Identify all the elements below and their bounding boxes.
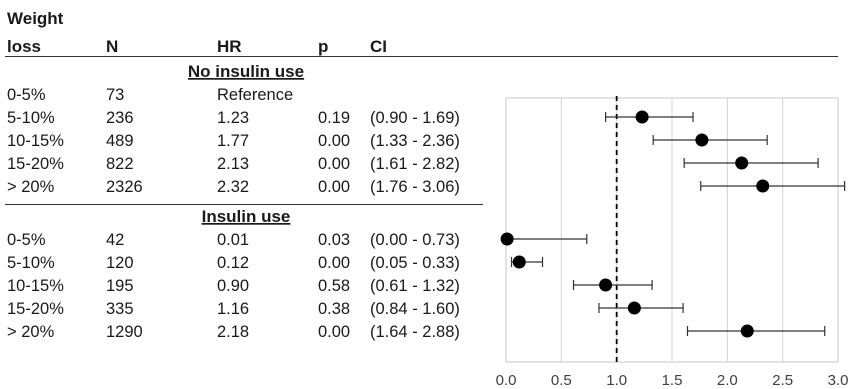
cell-label: 0-5%: [7, 86, 46, 104]
table-rows: 0-5% 73 Reference 5-10% 236 1.23 0.19 (0.90 - 1…: [7, 86, 460, 341]
section-title-insulin: Insulin use: [202, 207, 291, 226]
cell-hr: 2.13: [217, 155, 249, 173]
cell-n: 42: [106, 231, 124, 249]
cell-label: > 20%: [7, 178, 55, 196]
header-n: N: [106, 37, 118, 56]
header-ci: CI: [370, 37, 387, 56]
forest-mark: [604, 110, 694, 124]
hr-point: [740, 324, 754, 338]
table-row: 15-20% 335 1.16 0.38 (0.84 - 1.60): [7, 300, 460, 318]
section-title-no-insulin: No insulin use: [188, 62, 304, 81]
cell-hr: 2.32: [217, 178, 249, 196]
plot-frame: [505, 97, 839, 363]
cell-p: 0.03: [318, 231, 350, 249]
header-weight-loss-line2: loss: [7, 37, 41, 56]
table-row: 10-15% 195 0.90 0.58 (0.61 - 1.32): [7, 277, 460, 295]
cell-label: 5-10%: [7, 109, 55, 127]
hr-point: [695, 133, 709, 147]
cell-n: 2326: [106, 178, 143, 196]
forest-mark: [500, 232, 588, 246]
x-tick-label: 0.5: [551, 372, 572, 389]
hr-point: [599, 278, 613, 292]
x-tick-label: 2.0: [717, 372, 738, 389]
cell-ci: (1.76 - 3.06): [370, 178, 460, 196]
cell-p: 0.00: [318, 155, 350, 173]
cell-ci: (0.90 - 1.69): [370, 109, 460, 127]
table-row: 0-5% 42 0.01 0.03 (0.00 - 0.73): [7, 231, 460, 249]
hr-point: [500, 232, 514, 246]
forest-mark: [700, 179, 846, 193]
cell-label: 10-15%: [7, 132, 64, 150]
table-row: > 20% 1290 2.18 0.00 (1.64 - 2.88): [7, 323, 460, 341]
cell-ci: (0.05 - 0.33): [370, 254, 460, 272]
cell-ci: (1.33 - 2.36): [370, 132, 460, 150]
cell-n: 335: [106, 300, 134, 318]
hr-point: [756, 179, 770, 193]
cell-n: 73: [106, 86, 124, 104]
header-weight-loss-line1: Weight: [7, 9, 64, 28]
cell-hr: 2.18: [217, 323, 249, 341]
header-hr: HR: [217, 37, 242, 56]
forest-mark: [598, 301, 684, 315]
hr-point: [635, 110, 649, 124]
cell-label: > 20%: [7, 323, 55, 341]
cell-hr: 0.01: [217, 231, 249, 249]
cell-p: 0.00: [318, 323, 350, 341]
table-row: > 20% 2326 2.32 0.00 (1.76 - 3.06): [7, 178, 460, 196]
cell-hr: 0.12: [217, 254, 249, 272]
table-row: 10-15% 489 1.77 0.00 (1.33 - 2.36): [7, 132, 460, 150]
x-tick-label: 0.0: [496, 372, 517, 389]
hr-point: [627, 301, 641, 315]
cell-ci: (1.64 - 2.88): [370, 323, 460, 341]
table-row: 0-5% 73 Reference: [7, 86, 293, 104]
forest-mark: [572, 278, 653, 292]
forest-mark: [683, 156, 819, 170]
cell-p: 0.00: [318, 132, 350, 150]
forest-mark: [510, 255, 544, 269]
x-tick-label: 1.0: [606, 372, 627, 389]
cell-ci: (1.61 - 2.82): [370, 155, 460, 173]
cell-label: 15-20%: [7, 155, 64, 173]
cell-hr: Reference: [217, 86, 293, 104]
cell-p: 0.38: [318, 300, 350, 318]
table-row: 5-10% 236 1.23 0.19 (0.90 - 1.69): [7, 109, 460, 127]
plot-area: 0.0 0.5 1.0 1.5 2.0 2.5 3.0: [496, 96, 849, 389]
cell-n: 236: [106, 109, 134, 127]
cell-label: 10-15%: [7, 277, 64, 295]
cell-p: 0.58: [318, 277, 350, 295]
header-p: p: [318, 37, 328, 56]
cell-n: 120: [106, 254, 134, 272]
cell-n: 1290: [106, 323, 143, 341]
forest-mark: [686, 324, 826, 338]
cell-n: 822: [106, 155, 134, 173]
forest-marks: [500, 110, 846, 338]
cell-n: 489: [106, 132, 134, 150]
cell-p: 0.00: [318, 178, 350, 196]
grid-lines: [505, 98, 839, 362]
forest-mark: [652, 133, 768, 147]
table-header: Weight loss N HR p CI: [7, 9, 387, 56]
x-tick-label: 2.5: [772, 372, 793, 389]
cell-p: 0.19: [318, 109, 350, 127]
cell-hr: 1.23: [217, 109, 249, 127]
cell-ci: (0.84 - 1.60): [370, 300, 460, 318]
x-tick-label: 3.0: [828, 372, 849, 389]
cell-p: 0.00: [318, 254, 350, 272]
cell-n: 195: [106, 277, 134, 295]
hr-point: [512, 255, 526, 269]
cell-label: 15-20%: [7, 300, 64, 318]
cell-label: 5-10%: [7, 254, 55, 272]
cell-hr: 1.16: [217, 300, 249, 318]
x-axis-ticks: 0.0 0.5 1.0 1.5 2.0 2.5 3.0: [496, 372, 849, 389]
x-tick-label: 1.5: [662, 372, 683, 389]
cell-hr: 0.90: [217, 277, 249, 295]
cell-ci: (0.61 - 1.32): [370, 277, 460, 295]
cell-label: 0-5%: [7, 231, 46, 249]
cell-ci: (0.00 - 0.73): [370, 231, 460, 249]
hr-point: [735, 156, 749, 170]
cell-hr: 1.77: [217, 132, 249, 150]
table-row: 5-10% 120 0.12 0.00 (0.05 - 0.33): [7, 254, 460, 272]
table-row: 15-20% 822 2.13 0.00 (1.61 - 2.82): [7, 155, 460, 173]
